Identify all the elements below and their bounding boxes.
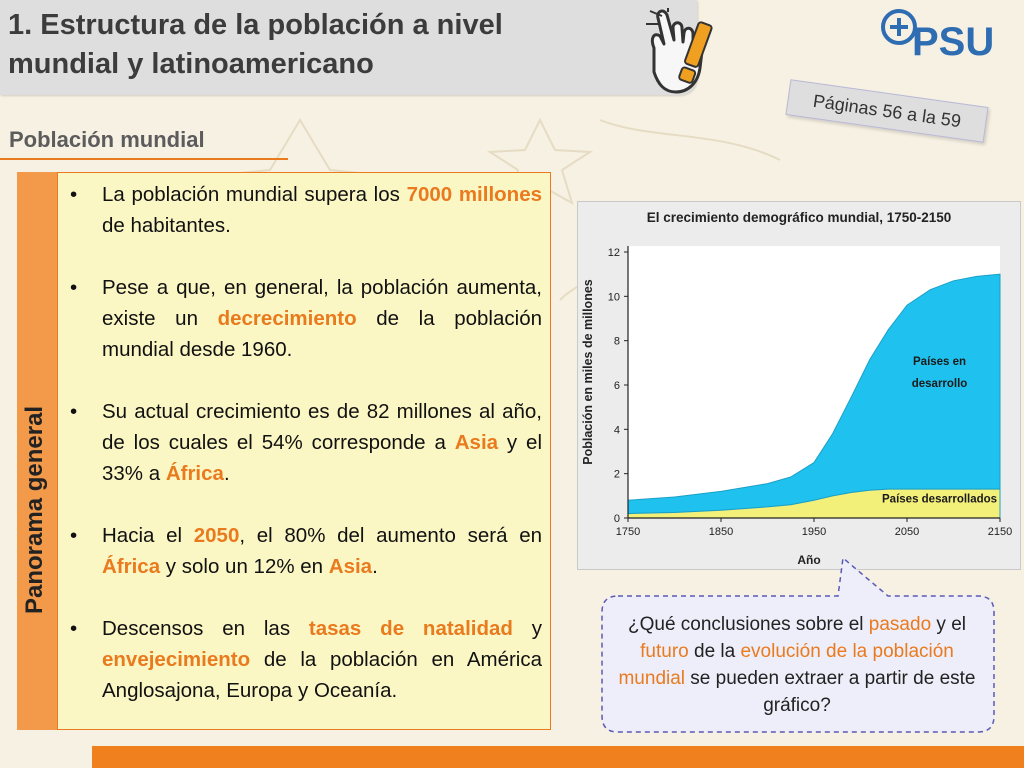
bullet-item: Pese a que, en general, la población aum… — [58, 272, 542, 365]
bottom-accent-bar — [92, 746, 1024, 768]
chart-y-axis-label: Población en miles de millones — [581, 279, 595, 465]
bullet-text: La población mundial supera los — [102, 183, 407, 206]
bullet-item: Hacia el 2050, el 80% del aumento será e… — [58, 520, 542, 582]
bullet-panel: La población mundial supera los 7000 mil… — [57, 172, 551, 730]
chart-title: El crecimiento demográfico mundial, 1750… — [647, 210, 952, 225]
highlight-text: decrecimiento — [217, 307, 357, 330]
bullet-text: . — [372, 555, 378, 578]
callout-text: ¿Qué conclusiones sobre el — [628, 614, 869, 635]
callout-text: se pueden extraer a partir de este gráfi… — [685, 668, 976, 716]
chart-x-axis-label: Año — [797, 553, 820, 567]
y-tick-label: 12 — [608, 247, 620, 259]
psu-logo: PSU — [881, 9, 994, 60]
callout-question: ¿Qué conclusiones sobre el pasado y el f… — [612, 611, 982, 719]
callout-text: y el — [931, 614, 966, 635]
side-tab — [17, 172, 57, 730]
x-tick-label: 1750 — [616, 526, 640, 538]
side-tab-label-container: Panorama general — [17, 172, 57, 730]
y-tick-label: 8 — [614, 336, 620, 348]
callout-text: de la — [688, 641, 741, 662]
highlight-text: envejecimiento — [102, 648, 251, 671]
x-tick-label: 2050 — [895, 526, 919, 538]
y-tick-label: 4 — [614, 424, 620, 436]
chart-svg: El crecimiento demográfico mundial, 1750… — [581, 210, 1012, 567]
y-tick-label: 0 — [614, 513, 620, 525]
y-tick-label: 10 — [608, 291, 620, 303]
section-heading: Población mundial — [9, 127, 205, 152]
label-developing-line-1: Países en — [913, 356, 966, 368]
pointing-hand-alert-icon — [646, 8, 713, 94]
label-developing-line-2: desarrollo — [912, 378, 968, 390]
highlight-text: tasas de natalidad — [308, 617, 513, 640]
highlight-text: Asia — [454, 431, 499, 454]
section-divider — [0, 158, 288, 160]
bullet-text: Descensos en las — [102, 617, 309, 640]
page-title: 1. Estructura de la población a nivel mu… — [8, 6, 648, 84]
title-line-1: 1. Estructura de la población a nivel — [8, 9, 503, 41]
label-developed: Países desarrollados — [882, 493, 997, 505]
bullet-text: de la población en América Anglosajona, … — [102, 648, 542, 702]
bullet-list: La población mundial supera los 7000 mil… — [58, 179, 550, 706]
highlight-text: África — [102, 555, 161, 578]
x-tick-label: 1950 — [802, 526, 826, 538]
bullet-text: y — [512, 617, 542, 640]
side-tab-label: Panorama general — [21, 405, 48, 614]
callout-highlight: evolución de la población mundial — [618, 641, 954, 689]
chart-plot-area: 0 2 4 6 8 10 12 1750 1850 1950 2050 2150 Países en de… — [608, 246, 1012, 538]
bullet-item: Su actual crecimiento es de 82 millones … — [58, 396, 542, 489]
bullet-text: Pese a que, en general, la población aum… — [102, 276, 542, 330]
bullet-text: Hacia el — [102, 524, 194, 547]
x-tick-label: 1850 — [709, 526, 733, 538]
bullet-text: de habitantes. — [102, 214, 231, 237]
population-chart: El crecimiento demográfico mundial, 1750… — [577, 201, 1021, 570]
bullet-item: Descensos en las tasas de natalidad y en… — [58, 613, 542, 706]
x-tick-label: 2150 — [988, 526, 1012, 538]
bullet-text: , el 80% del aumento será en — [239, 524, 542, 547]
title-line-2: mundial y latinoamericano — [8, 48, 374, 80]
logo-text: PSU — [912, 20, 994, 60]
bullet-text: . — [223, 462, 230, 485]
bullet-text: de la población mundial desde 1960. — [102, 307, 542, 361]
title-panel: 1. Estructura de la población a nivel mu… — [0, 0, 697, 95]
highlight-text: 7000 millones — [406, 183, 542, 206]
y-tick-label: 6 — [614, 380, 620, 392]
highlight-text: África — [165, 462, 224, 485]
highlight-text: Asia — [328, 555, 373, 578]
bullet-text: y solo un 12% en — [160, 555, 329, 578]
bullet-text: Su actual crecimiento es de 82 millones … — [102, 400, 542, 454]
question-callout — [601, 556, 995, 733]
callout-highlight: futuro — [640, 641, 689, 662]
highlight-text: 2050 — [193, 524, 240, 547]
bullet-item: La población mundial supera los 7000 mil… — [58, 179, 542, 241]
y-tick-label: 2 — [614, 469, 620, 481]
bullet-text: y el 33% a — [102, 431, 542, 485]
callout-highlight: pasado — [868, 614, 932, 635]
